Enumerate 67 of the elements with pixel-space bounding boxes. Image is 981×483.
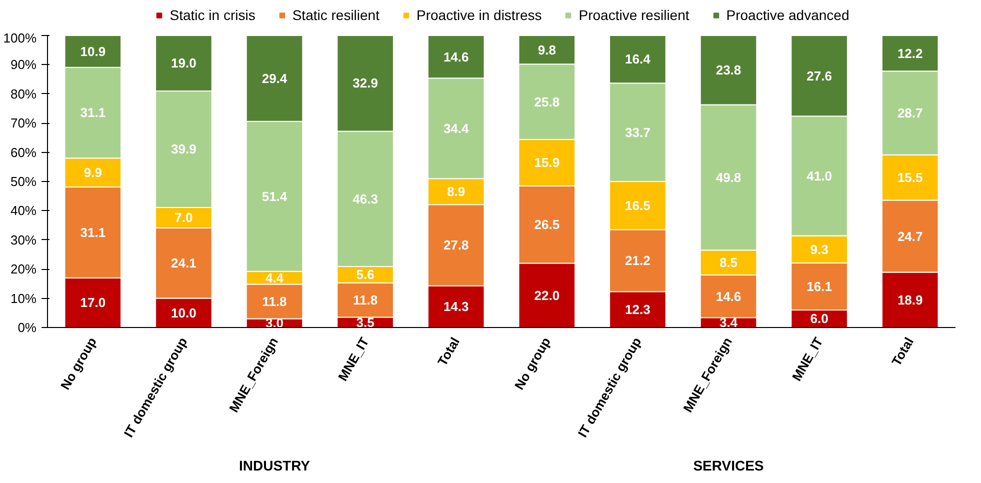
data-label: 25.8 <box>534 94 560 110</box>
data-label: 17.0 <box>80 295 106 310</box>
data-label: 19.0 <box>171 56 196 71</box>
data-label: 9.9 <box>84 165 102 180</box>
data-label: 9.3 <box>810 242 828 257</box>
data-label: 3.5 <box>356 314 374 330</box>
data-label: 32.9 <box>352 76 378 91</box>
data-label: 15.9 <box>534 155 560 170</box>
data-label: 11.8 <box>353 292 378 308</box>
y-tick-label: 60% <box>10 144 37 160</box>
y-tick-label: 100% <box>3 30 37 46</box>
data-label: 8.5 <box>719 255 738 270</box>
data-label: 14.6 <box>443 49 469 64</box>
data-label: 5.6 <box>356 267 374 282</box>
data-label: 28.7 <box>897 106 923 121</box>
data-label: 21.2 <box>625 253 650 268</box>
data-label: 27.6 <box>806 68 832 84</box>
data-label: 41.0 <box>806 168 832 184</box>
data-label: 31.1 <box>80 224 106 240</box>
data-label: 24.1 <box>171 256 196 271</box>
data-label: 31.1 <box>80 105 106 120</box>
data-label: 14.6 <box>716 288 742 304</box>
data-label: 15.5 <box>897 170 923 186</box>
data-label: 33.7 <box>625 124 650 140</box>
y-tick-label: 30% <box>10 232 37 248</box>
data-label: 12.2 <box>897 46 923 61</box>
data-label: 10.9 <box>80 44 106 59</box>
y-tick-label: 50% <box>10 174 37 189</box>
data-label: 16.4 <box>625 52 652 67</box>
data-label: 10.0 <box>171 305 196 320</box>
y-tick-label: 10% <box>10 290 37 306</box>
data-label: 26.5 <box>534 217 560 232</box>
y-tick-label: 20% <box>10 262 37 277</box>
data-label: 23.8 <box>716 62 742 78</box>
text: SERVICES <box>693 458 764 474</box>
y-tick-label: 90% <box>10 57 37 72</box>
legend-label: Static in crisis <box>170 7 256 23</box>
data-label: 34.4 <box>443 120 470 136</box>
data-label: 46.3 <box>352 191 378 206</box>
data-label: 14.3 <box>443 299 469 314</box>
data-label: 6.0 <box>810 311 828 326</box>
text: INDUSTRY <box>238 458 311 474</box>
data-label: 4.4 <box>265 270 284 286</box>
data-label: 22.0 <box>534 288 560 303</box>
data-label: 39.9 <box>171 142 196 157</box>
y-tick-label: 80% <box>10 86 37 102</box>
legend-label: Static resilient <box>292 7 380 23</box>
data-label: 49.8 <box>716 170 742 185</box>
data-label: 16.5 <box>625 198 650 214</box>
legend-label: Proactive resilient <box>578 7 690 23</box>
data-label: 11.8 <box>262 294 287 310</box>
data-label: 9.8 <box>538 42 556 58</box>
data-label: 18.9 <box>897 292 923 308</box>
data-label: 24.7 <box>897 228 923 244</box>
y-tick-label: 0% <box>18 320 37 335</box>
y-tick-label: 40% <box>10 203 37 218</box>
y-tick-label: 70% <box>10 116 37 131</box>
data-label: 12.3 <box>625 302 650 318</box>
data-label: 27.8 <box>443 238 469 253</box>
data-label: 7.0 <box>174 210 193 226</box>
legend-label: Proactive advanced <box>726 7 850 23</box>
data-label: 51.4 <box>262 188 288 204</box>
data-label: 16.1 <box>806 278 832 294</box>
data-label: 3.4 <box>719 315 738 330</box>
data-label: 8.9 <box>447 184 466 200</box>
legend-label: Proactive in distress <box>416 7 542 23</box>
data-label: 29.4 <box>262 70 288 86</box>
